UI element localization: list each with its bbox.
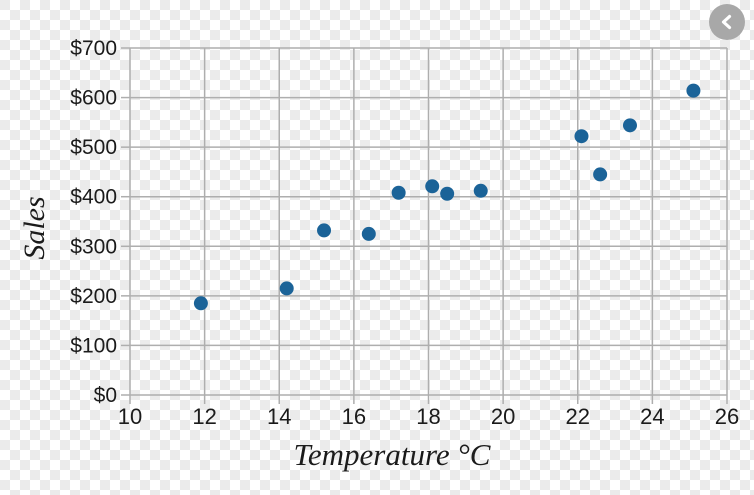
x-tick-label: 20 bbox=[491, 404, 515, 429]
x-axis-title: Temperature °C bbox=[293, 437, 491, 472]
y-tick-label: $600 bbox=[70, 87, 117, 110]
x-tick-label: 18 bbox=[416, 404, 440, 429]
data-point bbox=[593, 167, 608, 182]
x-tick-label: 24 bbox=[640, 404, 664, 429]
data-point bbox=[622, 118, 637, 133]
y-tick-label: $500 bbox=[70, 136, 117, 159]
data-point bbox=[317, 223, 332, 238]
data-point bbox=[391, 185, 406, 200]
x-tick-label: 26 bbox=[715, 404, 739, 429]
data-point bbox=[440, 186, 455, 201]
data-point bbox=[686, 83, 701, 98]
x-tick-label: 22 bbox=[566, 404, 590, 429]
data-point bbox=[574, 129, 589, 144]
x-tick-label: 12 bbox=[192, 404, 216, 429]
y-tick-label: $400 bbox=[70, 186, 117, 209]
y-tick-label: $0 bbox=[94, 384, 117, 407]
y-tick-label: $300 bbox=[70, 235, 117, 258]
x-tick-label: 14 bbox=[267, 404, 291, 429]
data-point bbox=[425, 179, 440, 194]
data-point bbox=[361, 226, 376, 241]
x-tick-label: 10 bbox=[118, 404, 142, 429]
y-tick-label: $100 bbox=[70, 334, 117, 357]
data-point bbox=[473, 183, 488, 198]
x-tick-label: 16 bbox=[342, 404, 366, 429]
y-tick-label: $700 bbox=[70, 37, 117, 60]
back-button[interactable] bbox=[709, 4, 745, 40]
data-point bbox=[193, 296, 208, 311]
data-point bbox=[279, 281, 294, 296]
chevron-left-icon bbox=[721, 14, 732, 30]
y-axis-title: Sales bbox=[18, 196, 51, 260]
y-tick-label: $200 bbox=[70, 285, 117, 308]
